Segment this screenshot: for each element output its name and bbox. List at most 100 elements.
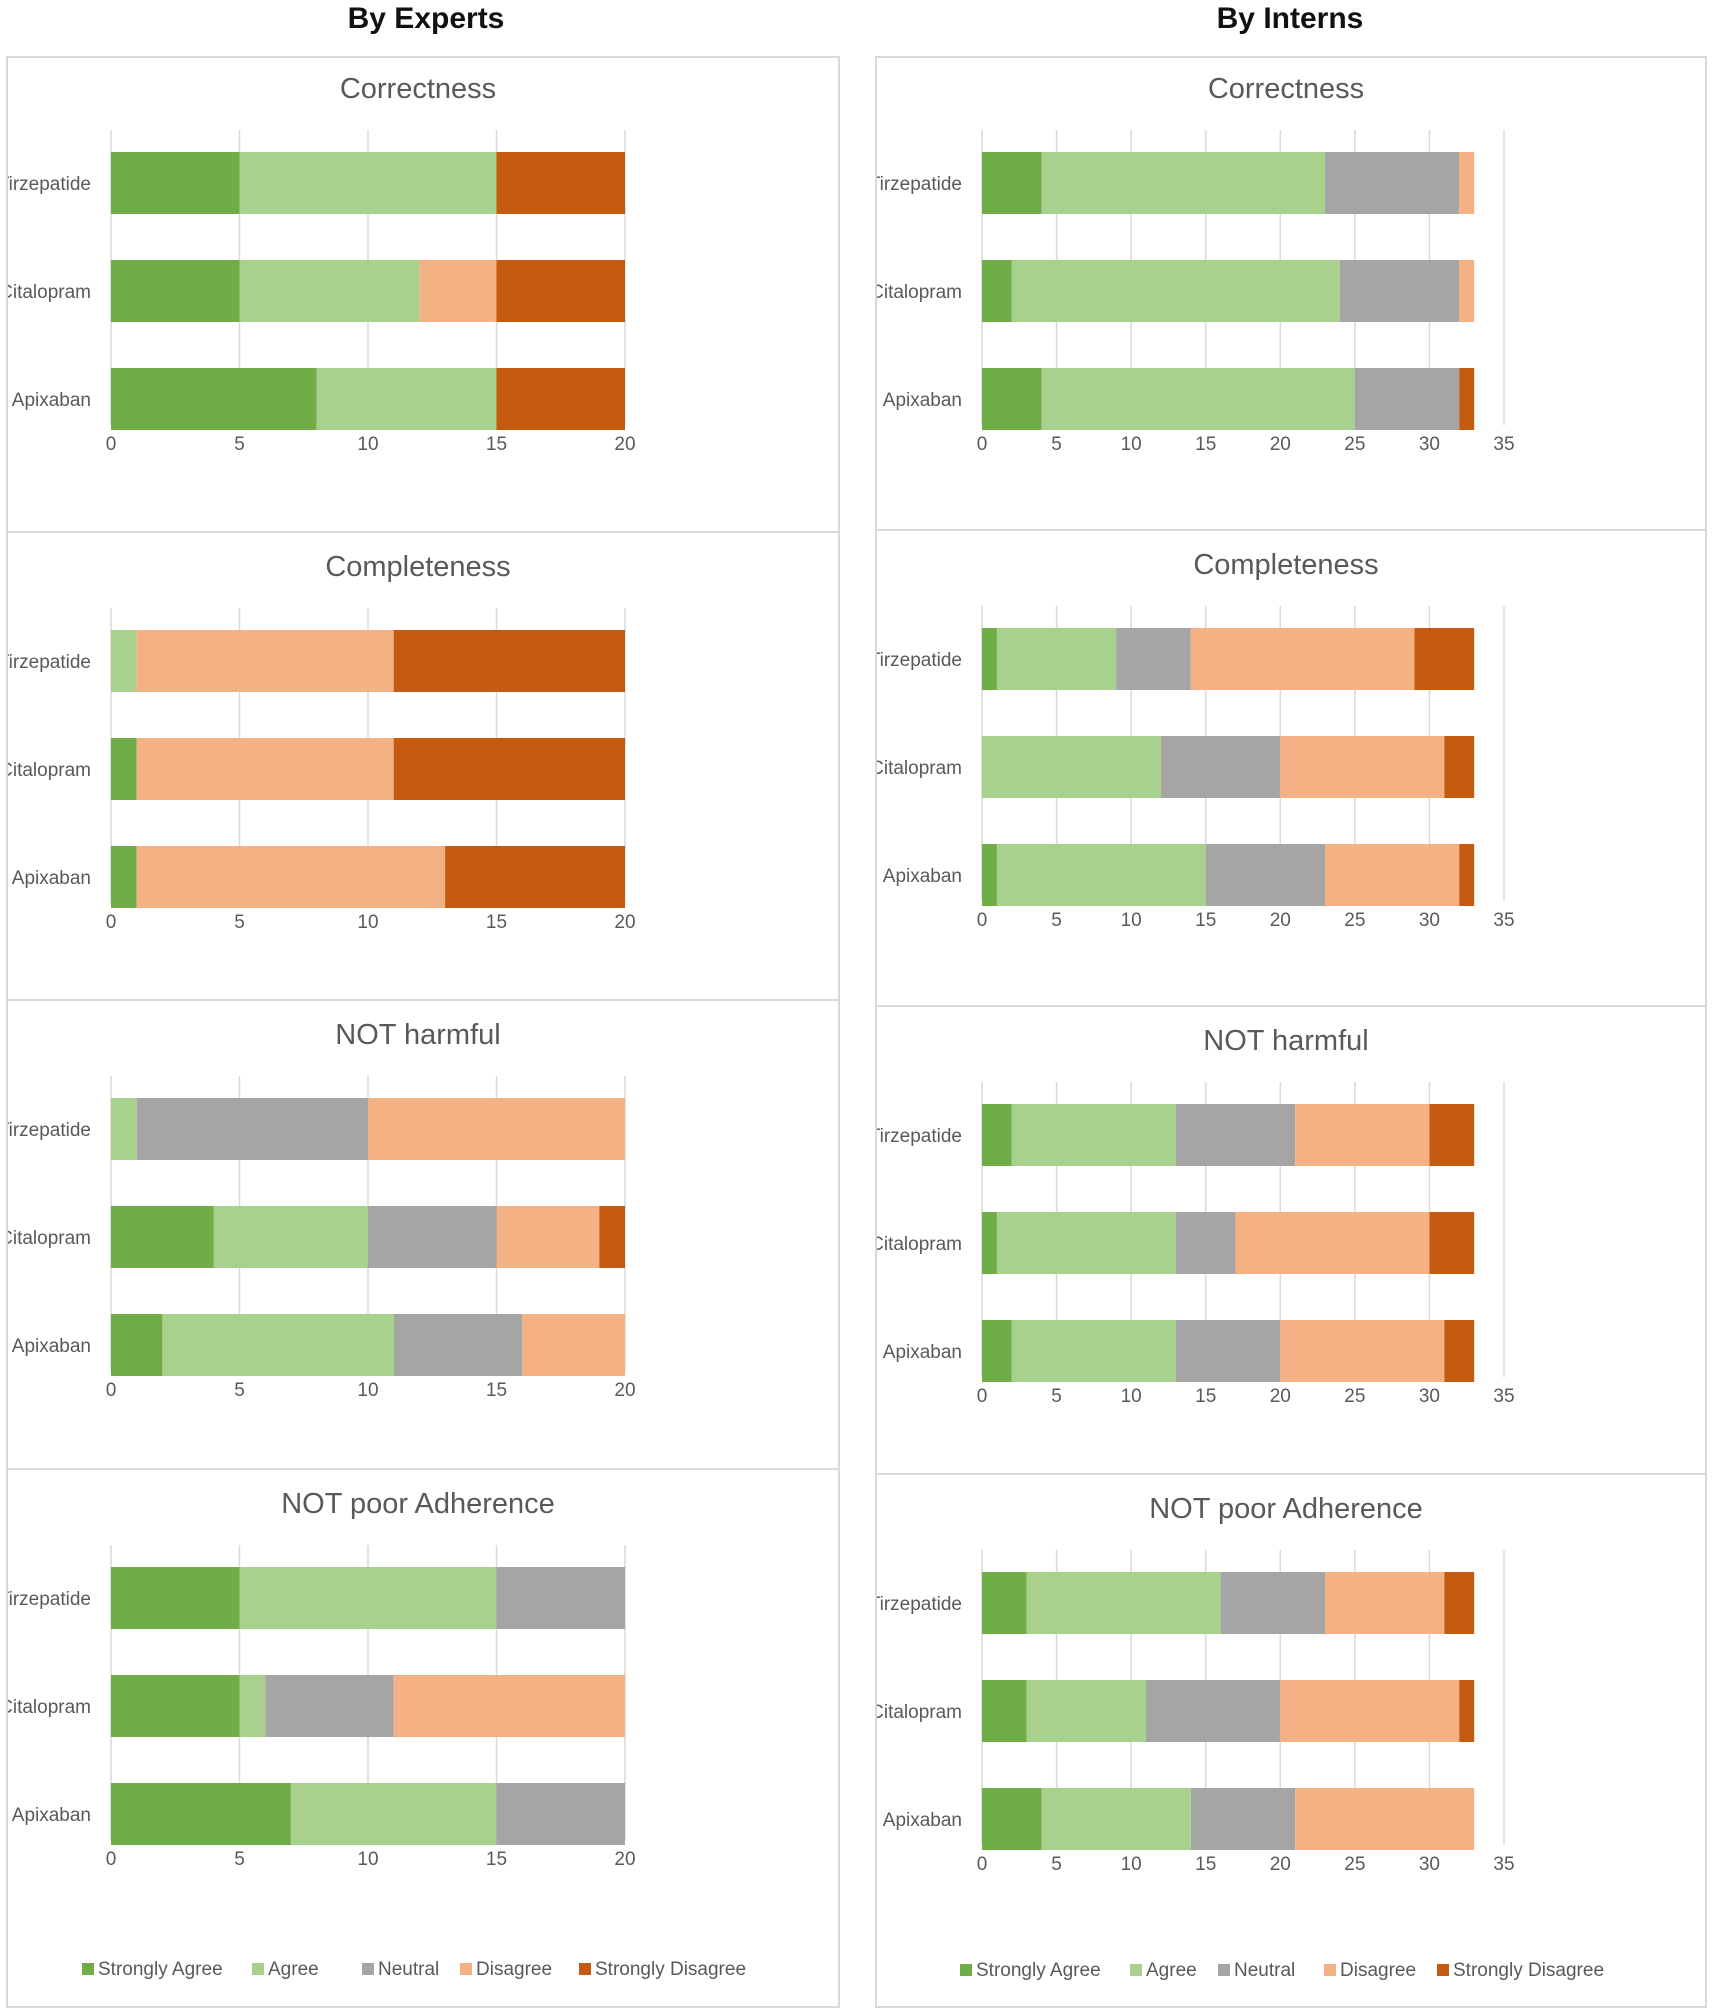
bar-tirzepatide-neutral	[1175, 1104, 1296, 1166]
category-label-citalopram: Citalopram	[8, 1697, 91, 1718]
legend-swatch-disagree	[1324, 1964, 1336, 1976]
x-tick-label: 20	[1270, 910, 1291, 931]
bar-citalopram-agree	[996, 1212, 1176, 1274]
x-tick-label: 25	[1344, 1386, 1365, 1407]
bar-citalopram-strongly-agree	[982, 1212, 997, 1274]
x-tick-label: 25	[1344, 910, 1365, 931]
x-tick-label: 15	[486, 912, 507, 933]
x-tick-label: 10	[357, 1849, 378, 1870]
bar-apixaban-agree	[996, 844, 1206, 906]
bar-citalopram-agree	[1026, 1680, 1147, 1742]
bar-citalopram-disagree	[1280, 736, 1445, 798]
x-tick-label: 0	[977, 434, 988, 455]
bar-citalopram-neutral	[368, 1206, 497, 1268]
bar-tirzepatide-agree	[111, 1098, 137, 1160]
bar-apixaban-neutral	[1354, 368, 1460, 430]
x-tick-label: 10	[357, 1380, 378, 1401]
bar-apixaban-neutral	[496, 1783, 625, 1845]
category-label-apixaban: Apixaban	[12, 1805, 91, 1826]
bar-apixaban-disagree	[136, 846, 446, 908]
x-tick-label: 15	[486, 1849, 507, 1870]
bar-apixaban-strongly-agree	[982, 1320, 1012, 1382]
legend-swatch-strongly-agree	[960, 1964, 972, 1976]
bar-apixaban-agree	[162, 1314, 394, 1376]
x-tick-label: 10	[1121, 1386, 1142, 1407]
x-tick-label: 20	[614, 1849, 635, 1870]
x-tick-label: 35	[1493, 1386, 1514, 1407]
legend-swatch-neutral	[1218, 1964, 1230, 1976]
chart-by-interns-not-harmful: NOT harmful Tirzepatide Citalopram Apixaban…	[869, 1005, 1705, 1407]
chart-by-interns-not-poor-adherence: NOT poor Adherence Tirzepatide Citalopram A…	[869, 1473, 1705, 1875]
x-tick-label: 0	[977, 1854, 988, 1875]
bar-apixaban-agree	[290, 1783, 497, 1845]
experts-column-heading: By Experts	[347, 2, 505, 35]
x-tick-label: 20	[1270, 434, 1291, 455]
bar-apixaban-strongly-agree	[111, 846, 137, 908]
x-tick-label: 5	[1051, 910, 1062, 931]
bar-tirzepatide-strongly-disagree	[1429, 1104, 1475, 1166]
chart-title: Completeness	[325, 551, 510, 583]
chart-title: Correctness	[1208, 73, 1364, 105]
bar-citalopram-strongly-disagree	[1444, 736, 1475, 798]
x-tick-label: 35	[1493, 434, 1514, 455]
bar-citalopram-strongly-disagree	[1459, 1680, 1475, 1742]
x-tick-label: 0	[106, 434, 117, 455]
bar-apixaban-neutral	[393, 1314, 523, 1376]
category-label-citalopram: Citalopram	[8, 760, 91, 781]
bar-citalopram-agree	[239, 1675, 266, 1737]
x-tick-label: 10	[1121, 1854, 1142, 1875]
bar-apixaban-disagree	[522, 1314, 625, 1376]
bar-citalopram-strongly-agree	[111, 260, 240, 322]
legend: Strongly Agree Agree Neutral Disagree Strong…	[960, 1960, 1604, 1981]
bar-tirzepatide-neutral	[1116, 628, 1191, 690]
x-tick-label: 0	[977, 1386, 988, 1407]
bar-citalopram-disagree	[1280, 1680, 1460, 1742]
legend-swatch-strongly-agree	[82, 1963, 94, 1975]
category-label-apixaban: Apixaban	[883, 866, 962, 887]
category-label-tirzepatide: Tirzepatide	[8, 1120, 91, 1141]
bar-tirzepatide-neutral	[496, 1567, 625, 1629]
x-tick-label: 5	[1051, 434, 1062, 455]
bar-tirzepatide-strongly-disagree	[1414, 628, 1475, 690]
bar-tirzepatide-disagree	[1325, 1572, 1445, 1634]
x-tick-label: 15	[1195, 1854, 1216, 1875]
bar-citalopram-neutral	[1146, 1680, 1281, 1742]
category-label-citalopram: Citalopram	[877, 1702, 962, 1723]
bar-tirzepatide-strongly-agree	[111, 152, 240, 214]
bar-apixaban-neutral	[1205, 844, 1326, 906]
bar-citalopram-strongly-disagree	[599, 1206, 625, 1268]
bar-citalopram-strongly-agree	[111, 1206, 214, 1268]
x-tick-label: 5	[1051, 1386, 1062, 1407]
bar-tirzepatide-disagree	[136, 630, 394, 692]
legend-swatch-strongly-disagree	[579, 1963, 591, 1975]
bar-citalopram-strongly-disagree	[1429, 1212, 1475, 1274]
bar-tirzepatide-strongly-agree	[982, 152, 1042, 214]
bar-citalopram-neutral	[1160, 736, 1281, 798]
category-label-apixaban: Apixaban	[883, 1810, 962, 1831]
category-label-apixaban: Apixaban	[12, 868, 91, 889]
chart-by-experts-not-harmful: NOT harmful Tirzepatide Citalopram Apixaban…	[0, 999, 838, 1401]
bar-tirzepatide-disagree	[1459, 152, 1475, 214]
bar-apixaban-agree	[316, 368, 497, 430]
category-label-tirzepatide: Tirzepatide	[877, 1126, 962, 1147]
x-tick-label: 5	[234, 912, 245, 933]
x-tick-label: 25	[1344, 434, 1365, 455]
bar-apixaban-disagree	[1295, 1788, 1475, 1850]
bar-citalopram-neutral	[1339, 260, 1460, 322]
category-label-tirzepatide: Tirzepatide	[8, 174, 91, 195]
bar-apixaban-strongly-disagree	[1459, 844, 1475, 906]
x-tick-label: 10	[357, 912, 378, 933]
bar-apixaban-strongly-disagree	[496, 368, 625, 430]
interns-column-heading: By Interns	[1216, 2, 1364, 35]
bar-tirzepatide-agree	[111, 630, 137, 692]
legend-label-agree: Agree	[268, 1959, 319, 1980]
category-label-tirzepatide: Tirzepatide	[8, 1589, 91, 1610]
x-tick-label: 15	[486, 434, 507, 455]
category-label-citalopram: Citalopram	[8, 1228, 91, 1249]
legend-swatch-agree	[252, 1963, 264, 1975]
x-tick-label: 10	[357, 434, 378, 455]
bar-tirzepatide-disagree	[1190, 628, 1415, 690]
bar-tirzepatide-strongly-agree	[982, 1104, 1012, 1166]
chart-title: NOT harmful	[1203, 1025, 1368, 1057]
legend-swatch-agree	[1130, 1964, 1142, 1976]
